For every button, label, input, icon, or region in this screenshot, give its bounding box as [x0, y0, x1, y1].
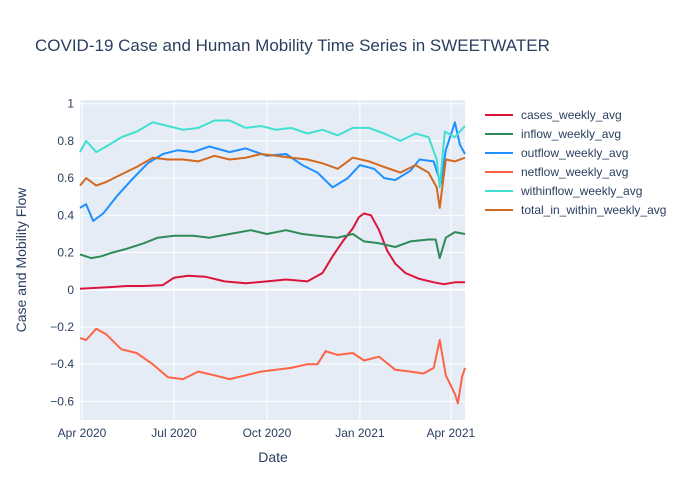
x-tick-label: Apr 2021	[427, 426, 476, 440]
x-axis-ticks: Apr 2020 Jul 2020 Oct 2020 Jan 2021 Apr 2021	[58, 426, 476, 440]
legend-label: total_in_within_weekly_avg	[521, 203, 666, 217]
y-tick-label: 0.4	[57, 208, 74, 222]
y-tick-label: −0.4	[50, 357, 74, 371]
y-tick-label: 0.6	[57, 171, 74, 185]
legend-item-inflow_weekly_avg[interactable]: inflow_weekly_avg	[485, 127, 621, 141]
y-tick-label: 0	[67, 283, 74, 297]
x-tick-label: Jan 2021	[335, 426, 385, 440]
series-lines	[79, 119, 466, 405]
legend-label: withinflow_weekly_avg	[520, 184, 642, 198]
legend-label: outflow_weekly_avg	[521, 146, 628, 160]
x-tick-label: Jul 2020	[151, 426, 197, 440]
legend-item-withinflow_weekly_avg[interactable]: withinflow_weekly_avg	[485, 184, 642, 198]
y-tick-label: 0.8	[57, 134, 74, 148]
series-line-cases_weekly_avg	[79, 212, 465, 290]
y-tick-label: 0.2	[57, 246, 74, 260]
y-tick-label: −0.6	[50, 394, 74, 408]
series-line-netflow_weekly_avg	[79, 327, 466, 405]
legend-item-cases_weekly_avg[interactable]: cases_weekly_avg	[485, 108, 622, 122]
series-line-withinflow_weekly_avg	[79, 119, 466, 189]
legend-item-total_in_within_weekly_avg[interactable]: total_in_within_weekly_avg	[485, 203, 666, 217]
legend-item-netflow_weekly_avg[interactable]: netflow_weekly_avg	[485, 165, 628, 179]
y-axis-ticks: −0.6 −0.4 −0.2 0 0.2 0.4 0.6 0.8 1	[50, 97, 74, 409]
x-tick-label: Apr 2020	[58, 426, 107, 440]
series-line-inflow_weekly_avg	[79, 229, 466, 260]
plot-area	[80, 100, 465, 420]
legend-item-outflow_weekly_avg[interactable]: outflow_weekly_avg	[485, 146, 628, 160]
legend-label: inflow_weekly_avg	[521, 127, 621, 141]
legend-label: netflow_weekly_avg	[521, 165, 628, 179]
grid-lines	[80, 100, 465, 420]
chart-title: COVID-19 Case and Human Mobility Time Se…	[35, 36, 550, 55]
x-tick-label: Oct 2020	[243, 426, 292, 440]
series-line-outflow_weekly_avg	[79, 121, 466, 222]
legend[interactable]: cases_weekly_avg inflow_weekly_avgoutflow…	[485, 108, 666, 217]
series-line-total_in_within_weekly_avg	[79, 153, 466, 209]
legend-label: cases_weekly_avg	[521, 108, 622, 122]
y-tick-label: 1	[67, 97, 74, 111]
x-axis-title: Date	[258, 449, 288, 465]
y-tick-label: −0.2	[50, 320, 74, 334]
y-axis-title: Case and Mobility Flow	[13, 187, 29, 333]
